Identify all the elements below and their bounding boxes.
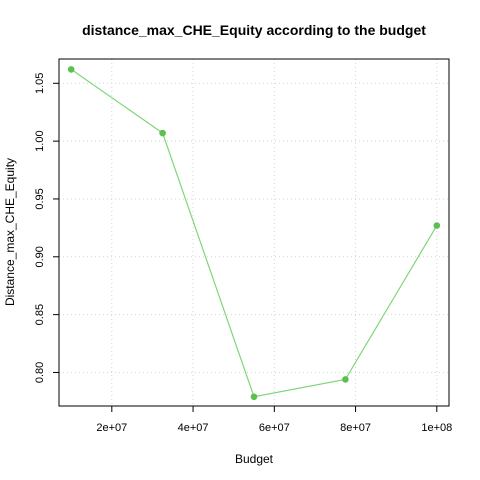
data-point [433, 222, 441, 229]
series-layer [67, 66, 441, 401]
y-tick-label: 0.90 [34, 246, 46, 267]
chart-title: distance_max_CHE_Equity according to the… [82, 22, 426, 38]
data-point [159, 129, 166, 137]
x-tick-label: 4e+07 [178, 422, 209, 434]
plot-area [58, 58, 450, 407]
grid [59, 59, 449, 406]
y-tick-label: 0.80 [34, 362, 46, 383]
x-axis-label: Budget [235, 452, 274, 466]
y-tick-label: 0.85 [34, 304, 46, 325]
data-point [250, 393, 258, 401]
x-tick-label: 6e+07 [259, 422, 290, 434]
y-tick-label: 1.00 [34, 130, 46, 151]
y-axis-label: Distance_max_CHE_Equity [3, 158, 17, 306]
y-tick-label: 1.05 [34, 73, 46, 94]
x-tick-label: 8e+07 [340, 422, 371, 434]
x-axis: 2e+07 4e+07 6e+07 8e+07 1e+08 [96, 405, 452, 434]
x-tick-label: 2e+07 [96, 422, 127, 434]
data-point [342, 376, 349, 383]
x-tick-label: 1e+08 [421, 422, 452, 434]
y-axis: 0.80 0.85 0.90 0.95 1.00 1.05 [34, 73, 60, 383]
y-tick-label: 0.95 [34, 188, 46, 209]
series-line [70, 68, 438, 398]
data-point [67, 66, 75, 73]
